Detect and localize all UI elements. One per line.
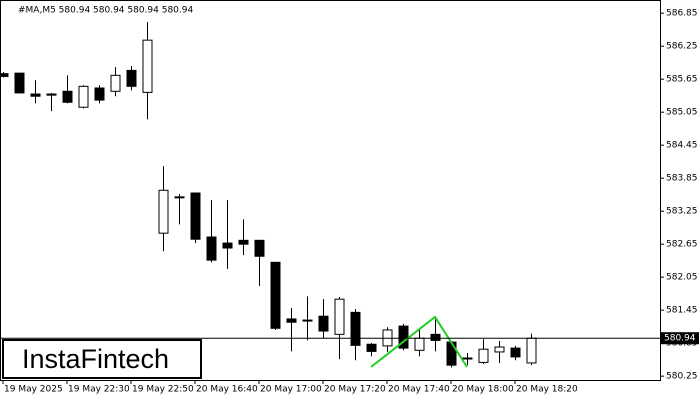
price-label: 580.94 [664, 334, 696, 344]
candle-body [494, 346, 505, 353]
candle-body [446, 341, 457, 366]
candle-body [94, 87, 105, 101]
candle-body [142, 39, 153, 93]
y-tick-label: 584.45 [666, 141, 698, 151]
chart-title: #MA,M5 580.94 580.94 580.94 580.94 [18, 6, 193, 16]
y-tick-label: 581.45 [666, 306, 698, 316]
candle-body [510, 347, 521, 358]
y-tick-label: 586.25 [666, 42, 698, 52]
candle-body [414, 337, 425, 351]
x-tick-label: 19 May 22:30 [68, 385, 130, 395]
candle-body [366, 343, 377, 352]
marks [0, 21, 537, 368]
candle-body [318, 315, 329, 332]
y-tick-label: 580.25 [666, 372, 698, 382]
candle-body [0, 73, 9, 77]
candle-body [62, 90, 73, 103]
x-tick-label: 20 May 18:20 [516, 385, 578, 395]
candle-body [110, 74, 121, 92]
candle-body [206, 236, 217, 261]
candle-body [478, 348, 489, 363]
x-tick-label: 20 May 17:20 [324, 385, 386, 395]
candle-body [430, 333, 441, 341]
candle-body [46, 93, 57, 96]
candle-body [254, 239, 265, 257]
candle-body [222, 242, 233, 249]
candle-body [334, 298, 345, 335]
candle-body [302, 319, 313, 322]
pattern-line [370, 315, 468, 368]
logo-box [2, 339, 202, 379]
y-tick-label: 582.65 [666, 240, 698, 250]
candle-body [126, 69, 137, 87]
x-tick-label: 20 May 16:40 [196, 385, 258, 395]
price-label-box [661, 332, 699, 345]
x-tick-label: 19 May 22:50 [132, 385, 194, 395]
candle-body [350, 311, 361, 346]
candle-body [30, 93, 41, 97]
candle-body [526, 337, 537, 364]
candle-body [462, 357, 473, 360]
candle-body [238, 239, 249, 245]
candle-body [174, 196, 185, 199]
candle-body [270, 261, 281, 329]
candle-body [286, 318, 297, 323]
y-tick-label: 583.85 [666, 174, 698, 184]
x-tick-label: 20 May 18:00 [452, 385, 514, 395]
candle-body [158, 189, 169, 234]
candle-body [190, 192, 201, 240]
y-tick-label: 585.05 [666, 108, 698, 118]
logo: InstaFintech [22, 344, 169, 374]
x-tick-label: 20 May 17:00 [260, 385, 322, 395]
y-tick-label: 582.05 [666, 273, 698, 283]
plot-frame [0, 0, 661, 381]
x-tick-label: 19 May 2025 [4, 385, 63, 395]
x-tick-label: 20 May 17:40 [388, 385, 450, 395]
candle-body [78, 85, 89, 108]
candle-body [14, 72, 25, 94]
y-tick-label: 583.25 [666, 207, 698, 217]
y-tick-label: 586.85 [666, 9, 698, 19]
y-tick-label: 585.65 [666, 75, 698, 85]
